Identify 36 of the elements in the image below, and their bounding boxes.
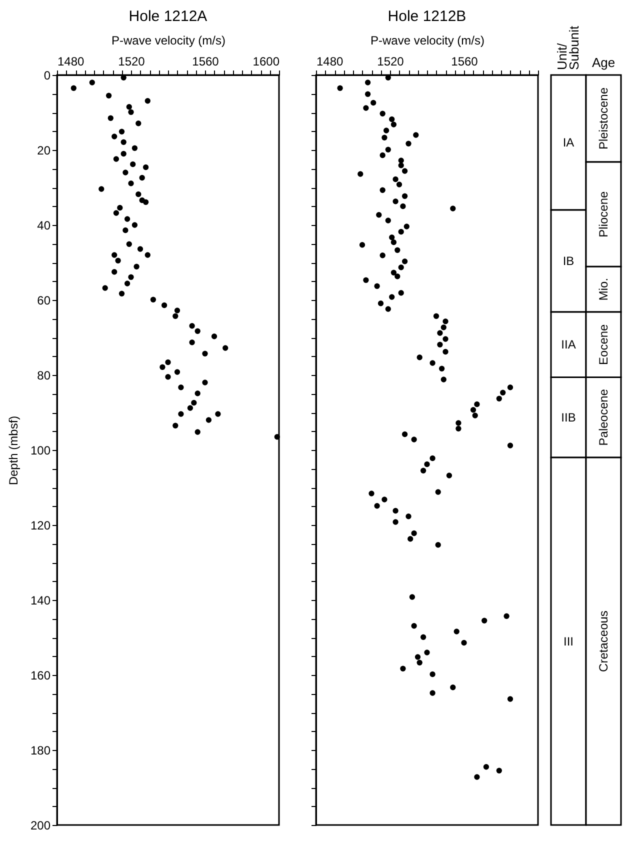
series-label: Pliocene: [596, 190, 610, 238]
series-label: Paleocene: [596, 388, 610, 446]
y-tick-label: 120: [30, 518, 51, 532]
y-tick-label: 180: [30, 744, 51, 758]
series-label: IA: [562, 136, 574, 150]
y-tick-label: 80: [37, 368, 51, 382]
series-label: Mio.: [596, 278, 610, 301]
y-tick-label: 40: [37, 218, 51, 232]
series-label: III: [563, 634, 574, 648]
x-tick-label: 1560: [451, 54, 478, 68]
y-tick-label: 60: [37, 294, 51, 308]
x-tick-label: 1560: [192, 54, 220, 68]
chart-title: Hole 1212A: [128, 8, 208, 25]
series-label: IIB: [561, 410, 576, 424]
x-tick-label: 1600: [252, 54, 280, 68]
x-axis-title: P-wave velocity (m/s): [111, 34, 226, 48]
x-tick-label: Unit/ Subunit: [554, 26, 582, 70]
x-tick-label: 1480: [316, 54, 344, 68]
chart-title: Hole 1212B: [388, 8, 466, 25]
y-tick-label: 200: [30, 818, 51, 832]
x-tick-label: 1520: [118, 54, 146, 68]
x-tick-label: 1480: [58, 54, 85, 68]
y-tick-label: 0: [44, 68, 51, 82]
series-label: Pleistocene: [596, 87, 610, 150]
y-tick-label: 140: [30, 594, 51, 608]
x-axis-title: P-wave velocity (m/s): [370, 34, 485, 48]
x-tick-label: 1520: [377, 54, 404, 68]
series-label: Cretaceous: [596, 610, 610, 672]
series-label: IB: [562, 254, 574, 268]
y-axis-title: Depth (mbsf): [6, 416, 20, 486]
y-tick-label: 20: [37, 144, 51, 158]
series-label: Eocene: [596, 324, 610, 365]
series-label: IIA: [561, 338, 576, 352]
x-tick-label: Age: [592, 55, 616, 70]
y-tick-label: 100: [30, 444, 51, 458]
y-tick-label: 160: [30, 668, 51, 682]
